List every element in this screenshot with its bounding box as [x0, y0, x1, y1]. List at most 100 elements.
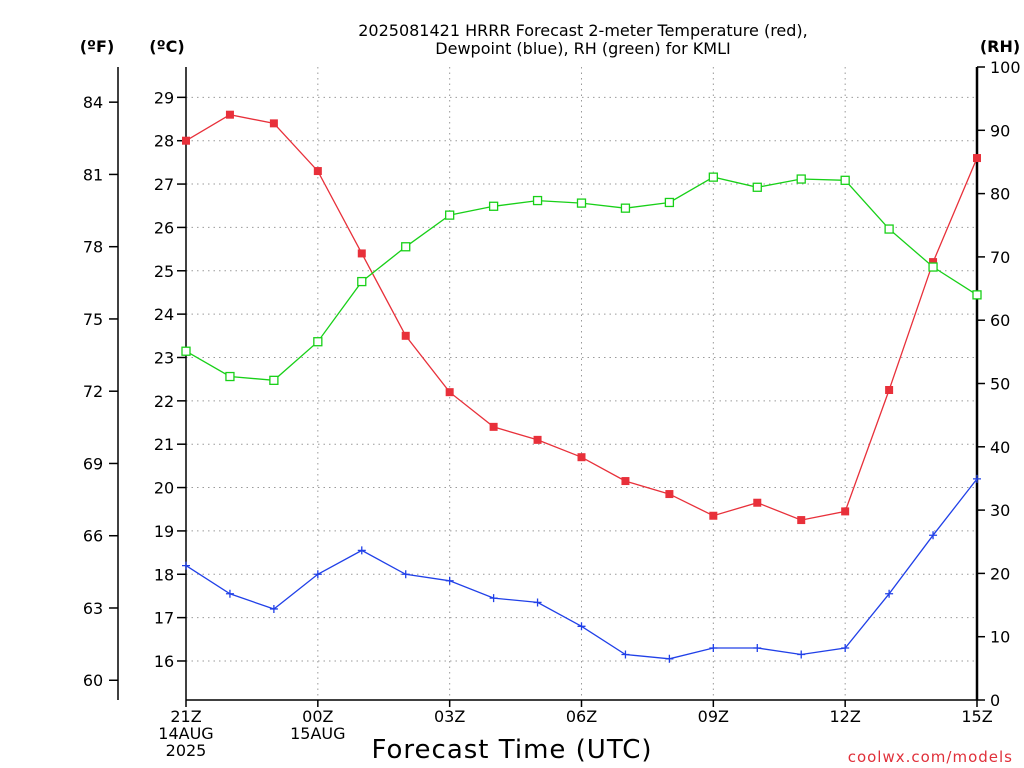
axes — [117, 67, 979, 701]
x-tick-label: 06Z — [566, 707, 597, 726]
dewpoint-point — [445, 576, 454, 585]
celsius-tick-label: 23 — [154, 348, 174, 367]
dewpoint-point — [665, 654, 674, 663]
rh-point — [401, 242, 411, 252]
rh-tick-label: 0 — [990, 691, 1000, 710]
rh-point — [708, 172, 718, 182]
data-series — [181, 110, 982, 663]
rh-point — [269, 375, 279, 385]
rh-tick-label: 80 — [990, 185, 1010, 204]
rh-point — [664, 197, 675, 208]
temperature-point — [621, 477, 630, 486]
celsius-tick-label: 21 — [154, 435, 174, 454]
axis-ticks: 16 17 18 19 20 21 22 23 24 25 26 27 28 29 21Z14AUG2025… — [83, 58, 1021, 760]
chart-title-line-2: Dewpoint (blue), RH (green) for KMLI — [435, 39, 730, 58]
temperature-point — [401, 331, 410, 340]
temperature-point — [533, 435, 542, 444]
x-tick-label: 15Z — [961, 707, 992, 726]
temperature-point — [445, 388, 454, 397]
rh-point — [752, 182, 762, 192]
dewpoint-point — [357, 546, 366, 555]
x-tick-label: 15AUG — [290, 724, 345, 743]
temperature-point — [357, 249, 366, 258]
celsius-tick-label: 25 — [154, 262, 174, 281]
rh-point — [357, 276, 367, 287]
rh-unit-label: (RH) — [980, 37, 1020, 56]
dewpoint-point — [225, 589, 234, 598]
dewpoint-point — [533, 598, 542, 607]
dewpoint-point — [973, 474, 981, 483]
rh-tick-label: 70 — [990, 248, 1010, 267]
rh-tick-label: 10 — [990, 628, 1010, 647]
rh-point — [928, 262, 938, 272]
celsius-tick-label: 24 — [154, 305, 174, 324]
rh-point — [840, 175, 850, 185]
rh-tick-label: 20 — [990, 564, 1010, 583]
dewpoint-point — [489, 594, 498, 603]
dewpoint-point — [709, 643, 718, 652]
dewpoint-point — [753, 643, 762, 652]
fahrenheit-tick-label: 75 — [83, 310, 103, 329]
temperature-point — [665, 490, 674, 499]
fahrenheit-tick-label: 78 — [83, 238, 103, 257]
rh-point — [796, 174, 806, 184]
rh-point — [884, 224, 894, 234]
celsius-unit-label: (ºC) — [149, 37, 184, 56]
celsius-tick-label: 26 — [154, 218, 174, 237]
x-tick-label: 09Z — [698, 707, 729, 726]
dewpoint-point — [577, 622, 586, 631]
celsius-tick-label: 27 — [154, 175, 174, 194]
temperature-point — [269, 119, 278, 128]
credit-text: coolwx.com/models — [848, 748, 1013, 766]
dewpoint-point — [885, 589, 894, 598]
x-tick-label: 14AUG — [158, 724, 213, 743]
temperature-point — [797, 516, 806, 525]
rh-tick-label: 100 — [990, 58, 1021, 77]
rh-tick-label: 60 — [990, 311, 1010, 330]
temperature-point — [182, 136, 190, 145]
celsius-tick-label: 22 — [154, 392, 174, 411]
temperature-point — [973, 154, 981, 163]
temperature-point — [489, 422, 498, 431]
rh-tick-label: 90 — [990, 121, 1010, 140]
rh-point — [972, 290, 982, 300]
rh-tick-label: 40 — [990, 438, 1010, 457]
fahrenheit-tick-label: 60 — [83, 671, 103, 690]
x-tick-label: 2025 — [166, 741, 207, 760]
fahrenheit-tick-label: 72 — [83, 382, 103, 401]
rh-point — [488, 201, 499, 211]
rh-point — [532, 195, 543, 206]
rh-point — [313, 337, 323, 347]
fahrenheit-unit-label: (ºF) — [80, 37, 115, 56]
temperature-point — [929, 258, 938, 267]
fahrenheit-tick-label: 81 — [83, 165, 103, 184]
rh-point — [445, 210, 455, 220]
dewpoint-point — [313, 570, 322, 579]
fahrenheit-tick-label: 69 — [83, 454, 103, 473]
celsius-tick-label: 28 — [154, 132, 174, 151]
temperature-point — [885, 386, 894, 395]
chart-title-line-1: 2025081421 HRRR Forecast 2-meter Tempera… — [358, 21, 808, 40]
x-tick-label: 21Z — [170, 707, 201, 726]
fahrenheit-tick-label: 66 — [83, 527, 103, 546]
rh-point — [225, 371, 235, 382]
celsius-tick-label: 18 — [154, 565, 174, 584]
temperature-point — [313, 167, 322, 176]
temperature-point — [577, 453, 586, 462]
x-axis-title: Forecast Time (UTC) — [371, 735, 652, 765]
celsius-tick-label: 29 — [154, 88, 174, 107]
rh-point — [620, 203, 631, 213]
x-tick-label: 00Z — [302, 707, 333, 726]
celsius-tick-label: 16 — [154, 652, 174, 671]
temperature-point — [753, 498, 762, 507]
temperature-point — [709, 511, 718, 520]
temperature-point — [225, 110, 234, 119]
celsius-tick-label: 20 — [154, 479, 174, 498]
grid-lines — [186, 67, 977, 700]
dewpoint-point — [621, 650, 630, 659]
rh-point — [576, 198, 587, 208]
celsius-tick-label: 19 — [154, 522, 174, 541]
temperature-point — [841, 507, 850, 516]
dewpoint-point — [841, 643, 850, 652]
